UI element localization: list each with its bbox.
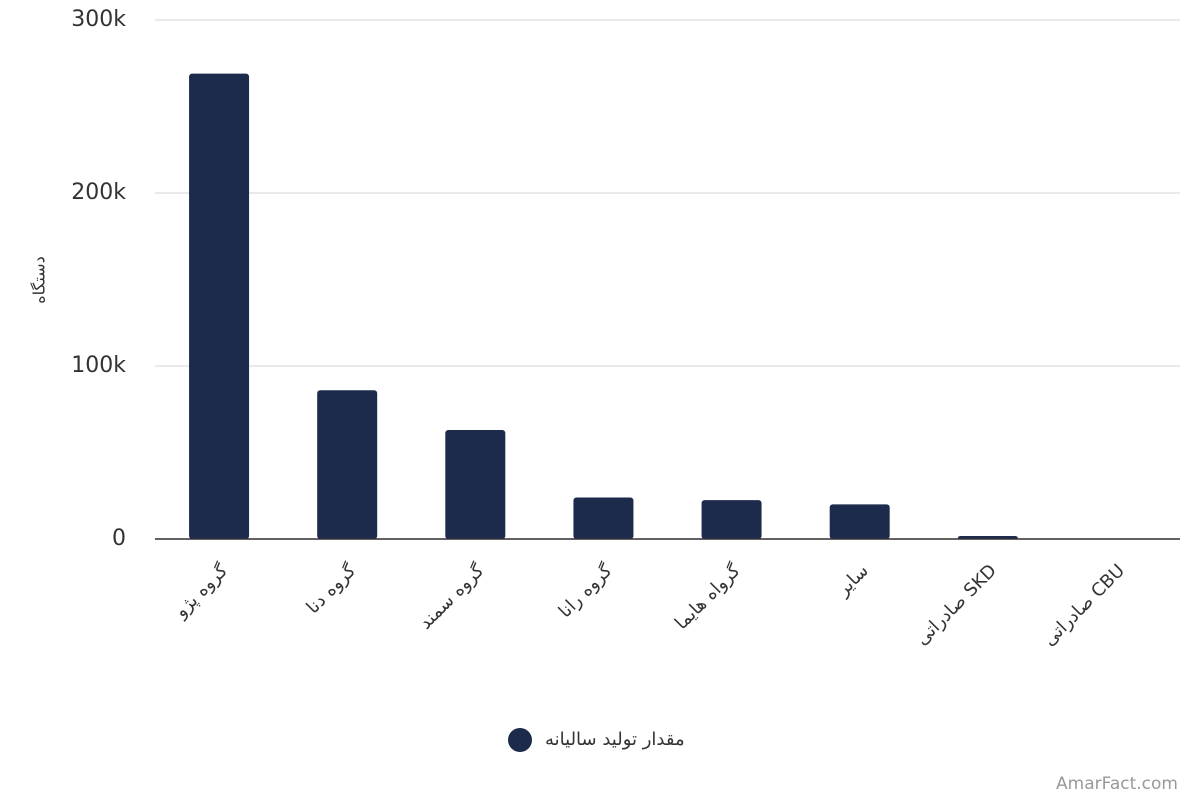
bar xyxy=(317,390,378,539)
y-tick-label: 300k xyxy=(71,7,126,32)
x-tick-label: گروه پژو xyxy=(169,559,232,622)
x-tick-label: صادراتی CBU xyxy=(1039,560,1129,650)
x-tick-label: گروه سمند xyxy=(414,559,488,633)
x-tick-label: سایر xyxy=(832,560,873,601)
bar xyxy=(829,504,890,539)
x-tick-label: گرواه هایما xyxy=(670,559,745,634)
x-tick-label: صادراتی SKD xyxy=(912,560,1001,649)
x-tick-label: گروه دنا xyxy=(302,559,361,618)
bar xyxy=(445,430,506,539)
bar xyxy=(573,497,634,539)
y-tick-label: 0 xyxy=(112,526,126,551)
bar xyxy=(189,73,250,539)
y-tick-label: 200k xyxy=(71,180,126,205)
x-tick-label: گروه رانا xyxy=(554,559,617,622)
legend-marker xyxy=(508,728,532,752)
watermark: AmarFact.com xyxy=(1056,774,1178,794)
legend-label: مقدار تولید سالیانه xyxy=(545,729,685,750)
y-axis-title: دستگاه xyxy=(30,256,49,303)
bar xyxy=(701,500,762,539)
y-tick-label: 100k xyxy=(71,353,126,378)
